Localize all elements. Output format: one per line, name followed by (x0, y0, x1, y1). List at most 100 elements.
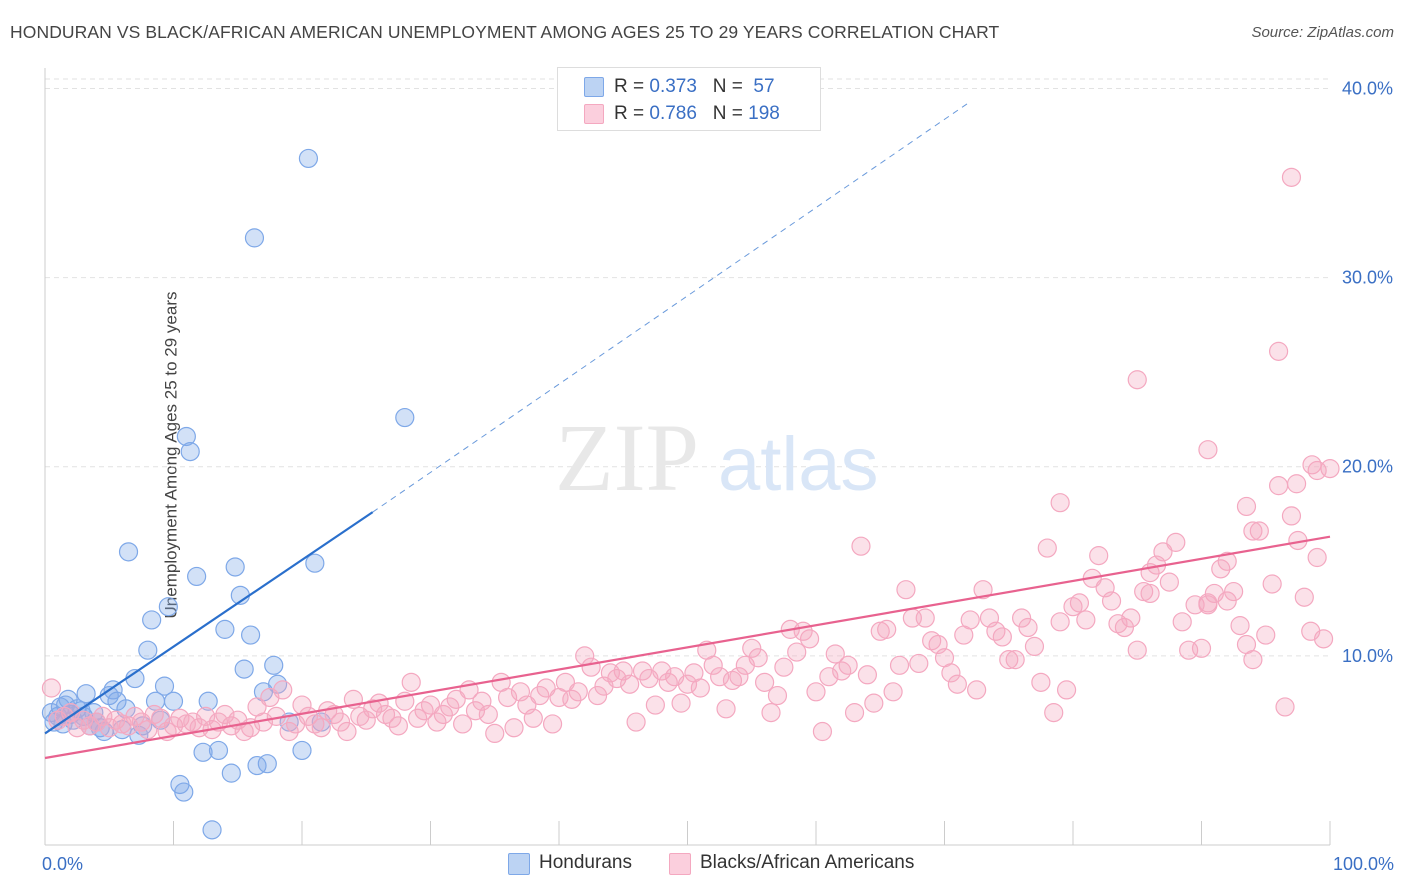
data-point (542, 714, 563, 734)
data-point (754, 672, 775, 692)
data-point (1069, 593, 1090, 613)
y-tick-label: 40.0% (1342, 78, 1393, 98)
data-point (154, 676, 175, 696)
data-point (825, 644, 845, 664)
data-point (1275, 697, 1295, 717)
data-point (1281, 506, 1302, 526)
data-point (1230, 616, 1250, 636)
data-point (1153, 542, 1173, 562)
data-point (767, 685, 788, 706)
data-point (202, 820, 222, 840)
data-point (1018, 617, 1038, 638)
data-point (581, 657, 601, 677)
data-point (523, 708, 543, 728)
data-point (118, 716, 139, 736)
data-point (1005, 650, 1025, 670)
data-point (241, 625, 261, 645)
data-point (799, 629, 820, 649)
data-point (690, 678, 710, 698)
x-tick-label: 100.0% (1333, 854, 1394, 874)
data-point (973, 580, 993, 600)
data-point (1056, 680, 1077, 700)
data-point (877, 619, 897, 639)
data-point (1217, 551, 1237, 571)
data-point (1159, 572, 1179, 592)
data-point (337, 721, 357, 742)
data-point (1236, 496, 1257, 517)
data-point (427, 712, 447, 732)
data-point (401, 672, 421, 692)
data-point (1262, 574, 1282, 594)
data-point (1281, 167, 1302, 187)
trendline-blacks (44, 535, 1331, 760)
data-point (864, 693, 884, 713)
data-point (453, 714, 473, 734)
data-point (806, 682, 826, 702)
y-tick-label: 20.0% (1342, 457, 1393, 477)
stats-legend: R = 0.373 N = 57 R = 0.786 N = 198 (557, 67, 821, 131)
x-tick-label: 0.0% (42, 854, 83, 874)
data-point (1256, 625, 1276, 645)
data-point (530, 685, 550, 706)
data-point (1031, 672, 1051, 692)
data-point (555, 672, 576, 692)
data-point (960, 610, 980, 630)
data-point (1101, 591, 1122, 611)
data-point (620, 674, 640, 694)
data-point (632, 661, 653, 681)
data-point (626, 712, 646, 732)
trendline-hondurans (44, 511, 374, 735)
data-point (1037, 538, 1057, 558)
data-point (1313, 629, 1334, 649)
data-point (388, 716, 408, 736)
data-point (1024, 636, 1045, 657)
data-point (1268, 341, 1289, 361)
data-point (408, 708, 428, 728)
data-point (1320, 459, 1340, 479)
legend-n-value-blacks: 198 (748, 103, 780, 124)
data-point (1294, 587, 1314, 607)
data-point (279, 721, 299, 742)
data-point (838, 655, 858, 675)
data-point (298, 148, 319, 169)
data-point (1249, 521, 1269, 541)
data-point (851, 536, 871, 556)
data-point (292, 740, 312, 761)
data-point (330, 712, 351, 732)
source-label: Source: ZipAtlas.com (1251, 24, 1394, 41)
data-point (677, 674, 698, 694)
data-point (1050, 612, 1070, 632)
data-point (787, 642, 807, 662)
data-point (889, 655, 910, 675)
data-point (568, 682, 588, 702)
data-point (1217, 591, 1237, 611)
data-point (729, 667, 749, 687)
data-point (915, 608, 935, 628)
data-point (1114, 617, 1135, 638)
data-point (941, 663, 961, 683)
data-point (896, 580, 916, 600)
legend-swatch-blacks (584, 104, 604, 124)
data-point (748, 648, 768, 668)
data-point (1302, 455, 1322, 475)
data-point (1089, 546, 1109, 566)
data-point (382, 708, 402, 728)
data-point (433, 704, 453, 725)
data-point (844, 703, 865, 723)
data-point (774, 657, 794, 677)
bottom-legend-swatch-blacks (669, 853, 691, 875)
bottom-legend-swatch-hondurans (508, 853, 530, 875)
data-point (176, 426, 196, 447)
series-blacks-points (41, 167, 1340, 744)
data-point (158, 597, 178, 617)
watermark-atlas: atlas (718, 422, 879, 507)
data-point (465, 701, 486, 721)
data-point (999, 650, 1019, 670)
legend-swatch-hondurans (584, 77, 604, 97)
data-point (187, 566, 207, 587)
data-point (221, 763, 241, 783)
y-tick-label: 30.0% (1342, 268, 1393, 288)
data-point (1166, 532, 1186, 552)
data-point (1211, 559, 1231, 579)
data-point (1198, 595, 1218, 615)
